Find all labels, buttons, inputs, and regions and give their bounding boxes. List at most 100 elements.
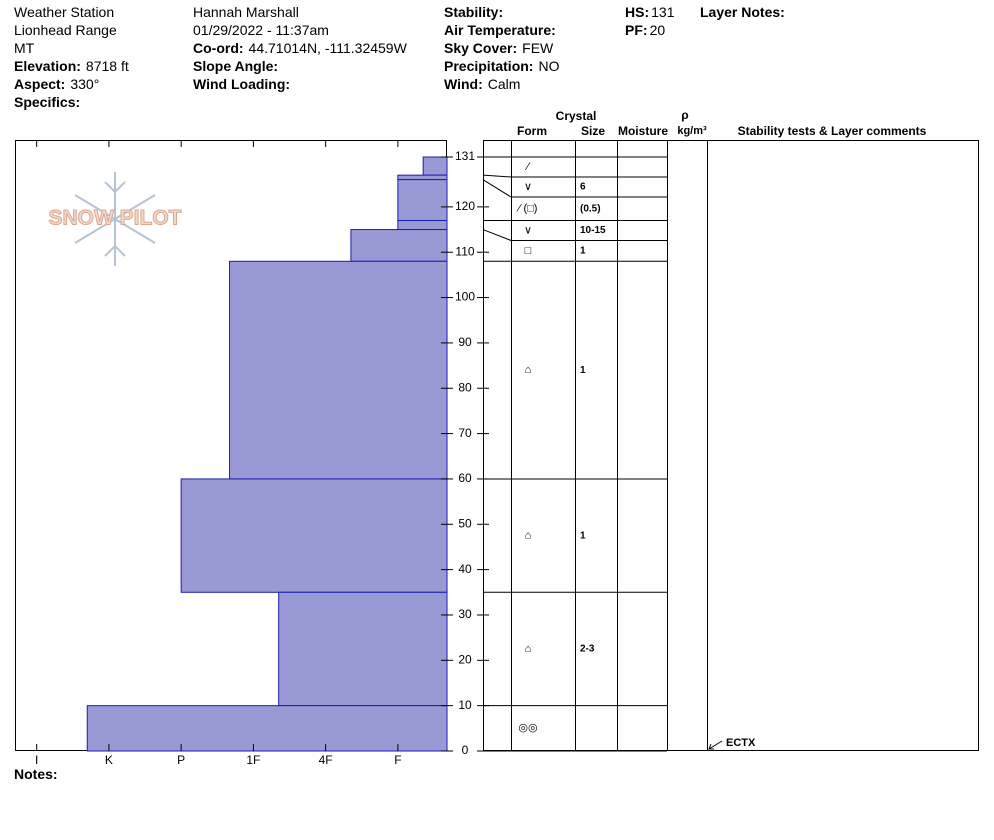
observer: Hannah Marshall bbox=[193, 4, 299, 20]
notes-label: Notes: bbox=[14, 766, 58, 782]
y-tick-label: 60 bbox=[458, 471, 472, 485]
value: 131 bbox=[651, 4, 675, 20]
crystal-form: ⌂ bbox=[525, 530, 532, 542]
crystal-form: ⁄ bbox=[524, 161, 531, 173]
crystal-form: □ bbox=[525, 245, 532, 257]
coord: Co-ord: 44.71014N, -111.32459W bbox=[193, 39, 407, 57]
y-tick-label: 100 bbox=[455, 290, 475, 304]
col-header: kg/m³ bbox=[677, 125, 707, 137]
x-tick-label: 4F bbox=[319, 753, 333, 767]
col-header: Moisture bbox=[618, 124, 668, 138]
wind-loading: Wind Loading: bbox=[193, 75, 295, 93]
pf: PF: 20 bbox=[625, 21, 665, 39]
crystal-size: 1 bbox=[580, 530, 586, 541]
crystal-size: (0.5) bbox=[580, 203, 601, 214]
layer-connector bbox=[482, 174, 512, 178]
crystal-form: ◎◎ bbox=[518, 722, 537, 734]
y-tick-label: 70 bbox=[458, 426, 472, 440]
label: Stability: bbox=[444, 4, 504, 20]
test-arrowhead bbox=[708, 743, 714, 750]
range: Lionhead Range bbox=[14, 22, 117, 38]
label: Slope Angle: bbox=[193, 58, 279, 74]
hardness-bar bbox=[350, 229, 448, 262]
stability: Stability: bbox=[444, 3, 508, 21]
label: Specifics: bbox=[14, 94, 81, 110]
x-tick-label: I bbox=[35, 753, 38, 767]
y-tick-label: 50 bbox=[458, 516, 472, 530]
value: NO bbox=[538, 58, 560, 74]
label: Elevation: bbox=[14, 58, 81, 74]
y-tick-label: 131 bbox=[455, 149, 475, 163]
crystal-form: ⌂ bbox=[525, 364, 532, 376]
label: Wind: bbox=[444, 76, 483, 92]
y-tick-label: 90 bbox=[458, 335, 472, 349]
table-frame bbox=[15, 140, 979, 751]
sky-cover: Sky Cover: FEW bbox=[444, 39, 553, 57]
layer-notes: Layer Notes: bbox=[700, 3, 790, 21]
label: PF: bbox=[625, 22, 648, 38]
hardness-bar bbox=[397, 179, 448, 221]
hardness-bar bbox=[422, 156, 448, 176]
label: Aspect: bbox=[14, 76, 66, 92]
crystal-form: ⌂ bbox=[525, 643, 532, 655]
station: Weather Station bbox=[14, 4, 115, 20]
datetime: 01/29/2022 - 11:37am bbox=[193, 22, 329, 38]
hardness-bar bbox=[86, 705, 448, 752]
x-tick-label: 1F bbox=[246, 753, 260, 767]
y-tick-label: 10 bbox=[458, 698, 472, 712]
y-tick-label: 80 bbox=[458, 380, 472, 394]
precipitation: Precipitation: NO bbox=[444, 57, 559, 75]
value: FEW bbox=[522, 40, 554, 56]
y-tick-label: 20 bbox=[458, 652, 472, 666]
logo-flake bbox=[74, 172, 156, 266]
state: MT bbox=[14, 40, 35, 56]
col-header: Form bbox=[517, 124, 547, 138]
crystal-size: 10-15 bbox=[580, 225, 606, 236]
crystal-form: ∨ bbox=[524, 224, 532, 236]
crystal-size: 6 bbox=[580, 182, 586, 193]
hardness-bar bbox=[278, 591, 448, 707]
specifics: Specifics: bbox=[14, 93, 85, 111]
value: 20 bbox=[649, 22, 666, 38]
col-header: Stability tests & Layer comments bbox=[738, 124, 927, 138]
air-temperature: Air Temperature: bbox=[444, 21, 561, 39]
label: Layer Notes: bbox=[700, 4, 785, 20]
logo-text: SNOW PILOT bbox=[49, 207, 182, 230]
x-tick-label: F bbox=[394, 753, 401, 767]
crystal-form: ∨ bbox=[524, 181, 532, 193]
label: Co-ord: bbox=[193, 40, 244, 56]
x-tick-label: K bbox=[105, 753, 113, 767]
aspect: Aspect: 330° bbox=[14, 75, 99, 93]
layer-connector bbox=[482, 229, 512, 241]
hardness-bar bbox=[229, 260, 448, 480]
value: Calm bbox=[487, 76, 521, 92]
y-tick-label: 0 bbox=[462, 743, 469, 757]
test-arrow bbox=[708, 740, 723, 750]
y-tick-label: 120 bbox=[455, 199, 475, 213]
test-label: ECTX bbox=[726, 737, 756, 749]
label: HS: bbox=[625, 4, 650, 20]
wind: Wind: Calm bbox=[444, 75, 520, 93]
hs: HS: 131 bbox=[625, 3, 674, 21]
col-header: Size bbox=[581, 124, 605, 138]
value: 44.71014N, -111.32459W bbox=[248, 40, 407, 56]
layer-connector bbox=[482, 179, 512, 198]
label: Air Temperature: bbox=[444, 22, 556, 38]
value: 8718 ft bbox=[85, 58, 129, 74]
y-tick-label: 30 bbox=[458, 607, 472, 621]
y-tick-label: 40 bbox=[458, 562, 472, 576]
value: 330° bbox=[70, 76, 100, 92]
hardness-bar bbox=[180, 478, 448, 593]
hardness-bar bbox=[397, 174, 448, 181]
slope-angle: Slope Angle: bbox=[193, 57, 283, 75]
hardness-bar bbox=[397, 219, 448, 231]
col-header: Crystal bbox=[556, 109, 597, 123]
col-header: ρ bbox=[681, 108, 688, 122]
crystal-size: 1 bbox=[580, 365, 586, 376]
elevation: Elevation: 8718 ft bbox=[14, 57, 129, 75]
label: Precipitation: bbox=[444, 58, 534, 74]
x-tick-label: P bbox=[177, 753, 185, 767]
label: Wind Loading: bbox=[193, 76, 291, 92]
